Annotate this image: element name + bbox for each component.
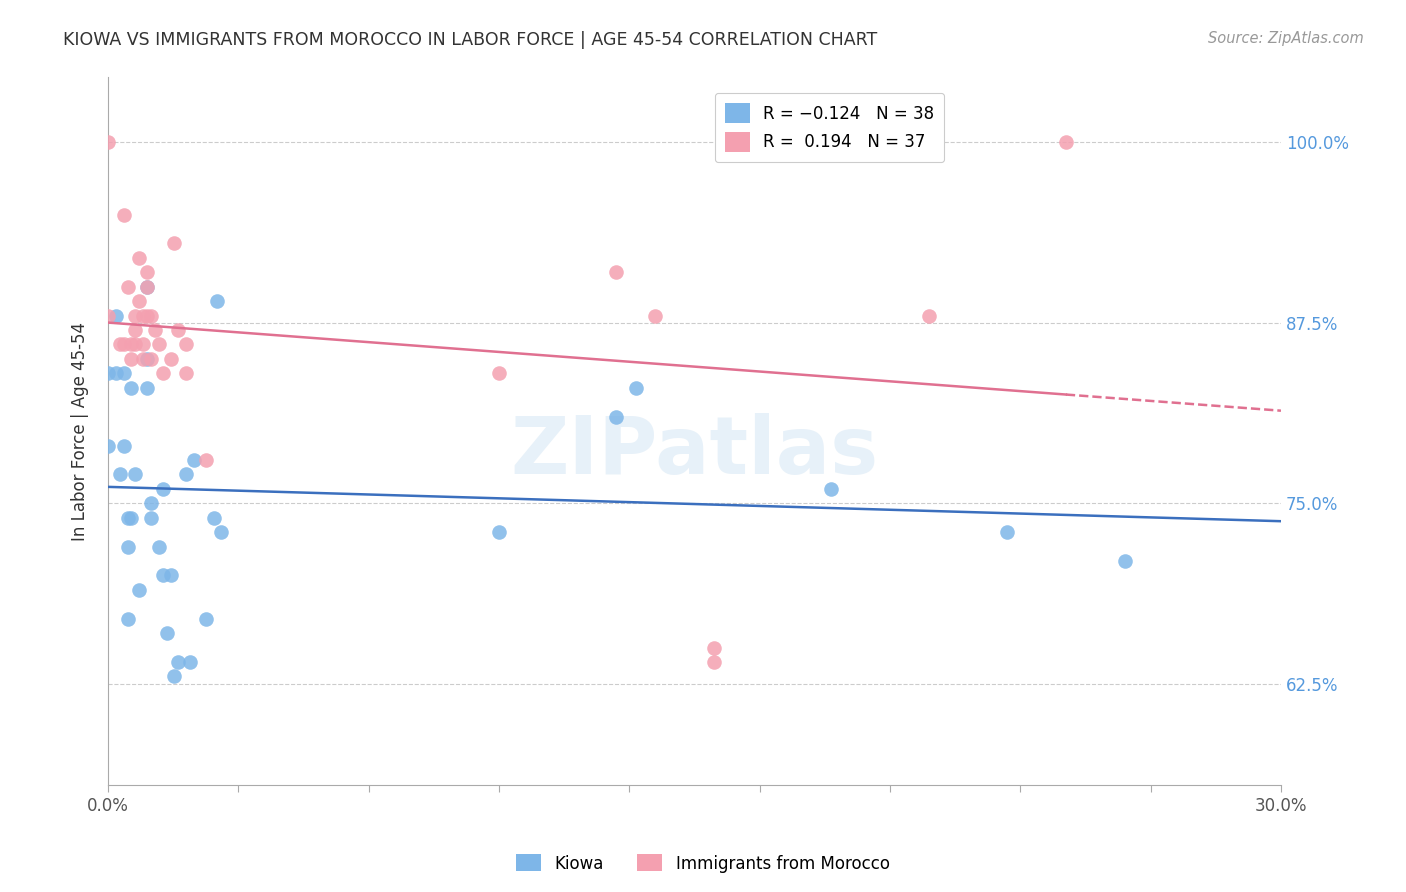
Text: KIOWA VS IMMIGRANTS FROM MOROCCO IN LABOR FORCE | AGE 45-54 CORRELATION CHART: KIOWA VS IMMIGRANTS FROM MOROCCO IN LABO… (63, 31, 877, 49)
Point (128, 582, 150, 597)
Point (167, 655, 190, 669)
Point (174, 367, 197, 381)
Point (159, 351, 181, 366)
Point (97, 136, 120, 150)
Point (488, 367, 510, 381)
Point (703, 655, 725, 669)
Point (117, 540, 139, 554)
Point (488, 525, 510, 540)
Y-axis label: In Labor Force | Age 45-54: In Labor Force | Age 45-54 (72, 322, 89, 541)
Point (120, 381, 142, 395)
Point (194, 453, 217, 467)
Point (136, 279, 159, 293)
Point (112, 438, 135, 452)
Legend: Kiowa, Immigrants from Morocco: Kiowa, Immigrants from Morocco (509, 847, 897, 880)
Text: Source: ZipAtlas.com: Source: ZipAtlas.com (1208, 31, 1364, 46)
Point (139, 309, 162, 323)
Point (136, 381, 159, 395)
Point (128, 294, 150, 309)
Point (136, 309, 159, 323)
Point (124, 323, 146, 337)
Legend: R = −0.124   N = 38, R =  0.194   N = 37: R = −0.124 N = 38, R = 0.194 N = 37 (714, 93, 945, 161)
Point (605, 409, 627, 424)
Point (97, 367, 120, 381)
Point (148, 337, 170, 351)
Point (117, 279, 139, 293)
Point (624, 381, 647, 395)
Point (605, 265, 627, 279)
Point (117, 612, 139, 626)
Point (918, 309, 941, 323)
Point (644, 309, 666, 323)
Point (97, 309, 120, 323)
Point (139, 496, 162, 510)
Point (167, 323, 190, 337)
Point (183, 453, 205, 467)
Point (136, 351, 159, 366)
Point (124, 337, 146, 351)
Point (139, 351, 162, 366)
Text: ZIPatlas: ZIPatlas (510, 413, 879, 491)
Point (148, 540, 170, 554)
Point (120, 337, 142, 351)
Point (152, 367, 174, 381)
Point (174, 337, 197, 351)
Point (207, 294, 229, 309)
Point (108, 337, 131, 351)
Point (163, 236, 186, 251)
Point (152, 568, 174, 582)
Point (703, 640, 725, 655)
Point (202, 510, 225, 524)
Point (112, 367, 135, 381)
Point (136, 279, 159, 293)
Point (132, 351, 155, 366)
Point (1114, 554, 1136, 568)
Point (124, 467, 146, 482)
Point (132, 337, 155, 351)
Point (104, 309, 127, 323)
Point (159, 568, 181, 582)
Point (104, 367, 127, 381)
Point (1054, 136, 1077, 150)
Point (209, 525, 232, 540)
Point (156, 626, 179, 640)
Point (120, 351, 142, 366)
Point (163, 669, 186, 683)
Point (117, 510, 139, 524)
Point (112, 208, 135, 222)
Point (132, 309, 155, 323)
Point (139, 510, 162, 524)
Point (124, 309, 146, 323)
Point (995, 525, 1018, 540)
Point (112, 337, 135, 351)
Point (108, 467, 131, 482)
Point (820, 482, 842, 496)
Point (97, 438, 120, 452)
Point (136, 265, 159, 279)
Point (120, 510, 142, 524)
Point (128, 251, 150, 265)
Point (143, 323, 166, 337)
Point (179, 655, 201, 669)
Point (194, 612, 217, 626)
Point (152, 482, 174, 496)
Point (174, 467, 197, 482)
